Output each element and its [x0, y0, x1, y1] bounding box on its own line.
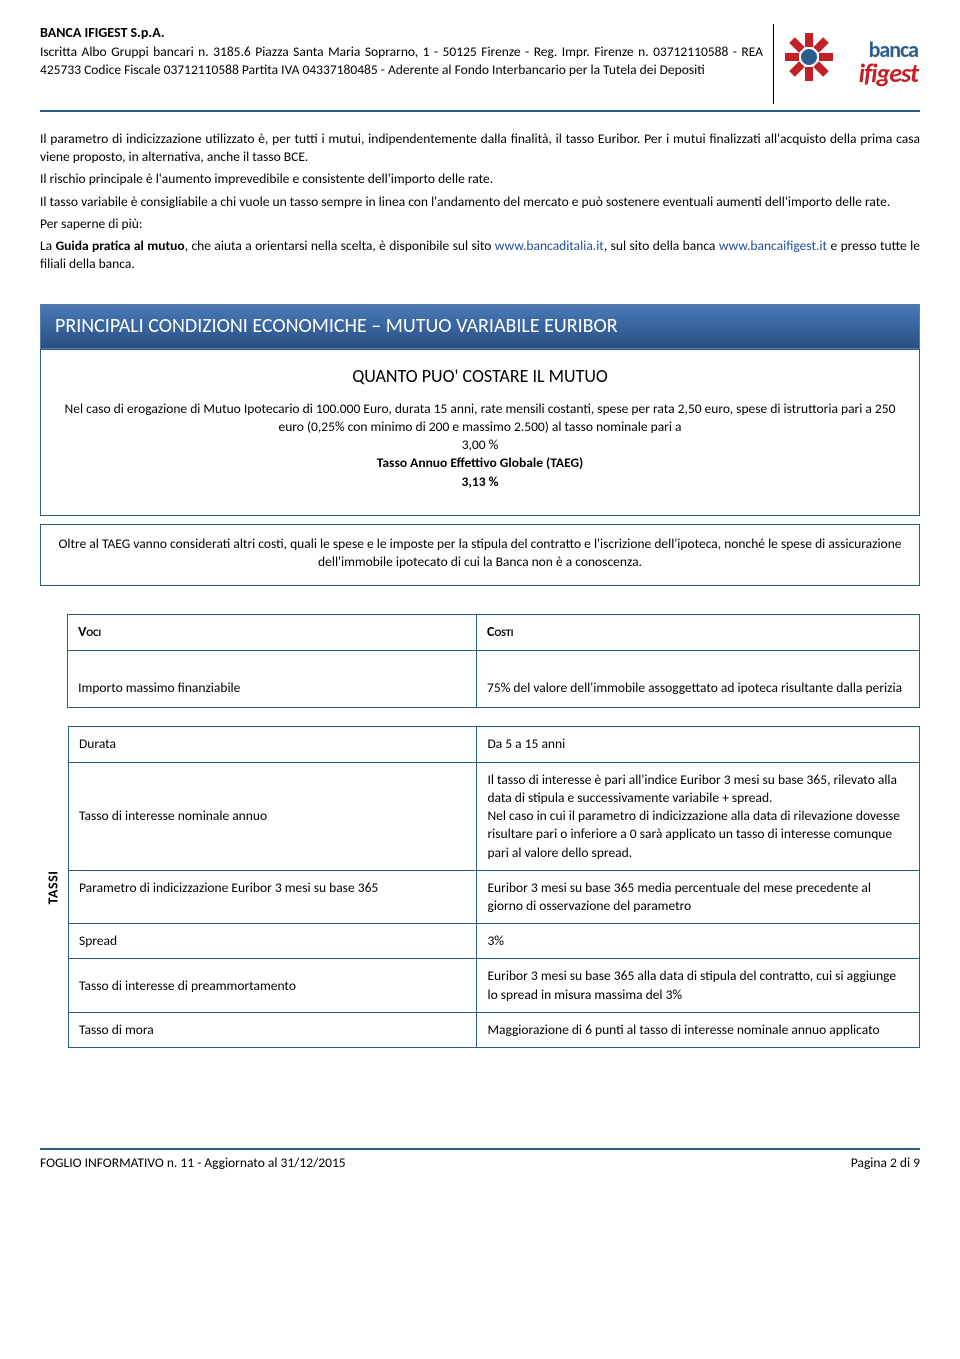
company-details: Iscritta Albo Gruppi bancari n. 3185.6 P… [40, 43, 763, 79]
cell-tasso-nom-r: Il tasso di interesse è pari all'indice … [477, 762, 920, 870]
document-header: BANCA IFIGEST S.p.A. Iscritta Albo Grupp… [40, 24, 920, 104]
cell-mora-l: Tasso di mora [69, 1012, 477, 1047]
side-label-tassi: TASSI [40, 726, 68, 1048]
cost-box-p1: Nel caso di erogazione di Mutuo Ipotecar… [55, 400, 905, 491]
cost-description: Nel caso di erogazione di Mutuo Ipotecar… [65, 400, 896, 435]
footer-right: Pagina 2 di 9 [851, 1154, 920, 1172]
cell-param-r: Euribor 3 mesi su base 365 media percent… [477, 870, 920, 923]
taeg-label: Tasso Annuo Effettivo Globale (TAEG) [377, 454, 584, 471]
side-label-text: TASSI [45, 870, 64, 904]
intro-paragraph-3: Il tasso variabile è consigliabile a chi… [40, 193, 920, 211]
txt-c: , che aiuta a orientarsi nella scelta, è… [185, 237, 495, 254]
link-bancaditalia[interactable]: www.bancaditalia.it [495, 237, 604, 254]
header-text-block: BANCA IFIGEST S.p.A. Iscritta Albo Grupp… [40, 24, 773, 79]
cell-importo-value: 75% del valore dell'immobile assoggettat… [477, 651, 920, 708]
th-costi: Costi [477, 615, 920, 651]
side-label-empty [40, 614, 67, 708]
intro-guide-line: La Guida pratica al mutuo, che aiuta a o… [40, 237, 920, 273]
cell-spread-r: 3% [477, 924, 920, 959]
th-voci: Voci [68, 615, 477, 651]
section-banner: PRINCIPALI CONDIZIONI ECONOMICHE – MUTUO… [40, 304, 920, 349]
cell-spread-l: Spread [69, 924, 477, 959]
intro-more-label: Per saperne di più: [40, 215, 920, 233]
page-footer: FOGLIO INFORMATIVO n. 11 - Aggiornato al… [40, 1148, 920, 1172]
cell-durata-l: Durata [69, 727, 477, 762]
logo-word-ifigest: ifigest [859, 61, 918, 86]
cell-mora-r: Maggiorazione di 6 punti al tasso di int… [477, 1012, 920, 1047]
tassi-table: Durata Da 5 a 15 anni Tasso di interesse… [68, 726, 920, 1048]
guide-title: Guida pratica al mutuo [56, 237, 185, 254]
additional-costs-box: Oltre al TAEG vanno considerati altri co… [40, 524, 920, 586]
bank-logo: banca ifigest [780, 24, 920, 102]
header-divider [773, 24, 774, 104]
cost-box-title: QUANTO PUO' COSTARE IL MUTUO [55, 360, 905, 400]
cell-tasso-nom-l: Tasso di interesse nominale annuo [69, 762, 477, 870]
tassi-table-wrap: TASSI Durata Da 5 a 15 anni Tasso di int… [40, 726, 920, 1048]
logo-text: banca ifigest [859, 40, 920, 86]
taeg-value: 3,13 % [462, 473, 499, 490]
company-name: BANCA IFIGEST S.p.A. [40, 24, 763, 43]
cell-preamm-r: Euribor 3 mesi su base 365 alla data di … [477, 959, 920, 1012]
additional-costs-text: Oltre al TAEG vanno considerati altri co… [55, 535, 905, 571]
cell-durata-r: Da 5 a 15 anni [477, 727, 920, 762]
footer-left: FOGLIO INFORMATIVO n. 11 - Aggiornato al… [40, 1154, 346, 1172]
link-bancaifigest[interactable]: www.bancaifigest.it [719, 237, 827, 254]
voci-costi-table: Voci Costi Importo massimo finanziabile … [67, 614, 920, 708]
intro-paragraph-1: Il parametro di indicizzazione utilizzat… [40, 130, 920, 166]
txt-d: , sul sito della banca [604, 237, 719, 254]
nominal-rate: 3,00 % [462, 436, 499, 453]
cell-importo-label: Importo massimo finanziabile [68, 651, 477, 708]
voci-costi-table-wrap: Voci Costi Importo massimo finanziabile … [40, 614, 920, 708]
txt-a: La [40, 237, 56, 254]
cost-box: QUANTO PUO' COSTARE IL MUTUO Nel caso di… [40, 349, 920, 516]
cell-preamm-l: Tasso di interesse di preammortamento [69, 959, 477, 1012]
intro-paragraph-2: Il rischio principale è l'aumento imprev… [40, 170, 920, 188]
logo-mark-icon [784, 32, 834, 82]
header-rule [40, 110, 920, 112]
cell-param-l: Parametro di indicizzazione Euribor 3 me… [69, 870, 477, 923]
